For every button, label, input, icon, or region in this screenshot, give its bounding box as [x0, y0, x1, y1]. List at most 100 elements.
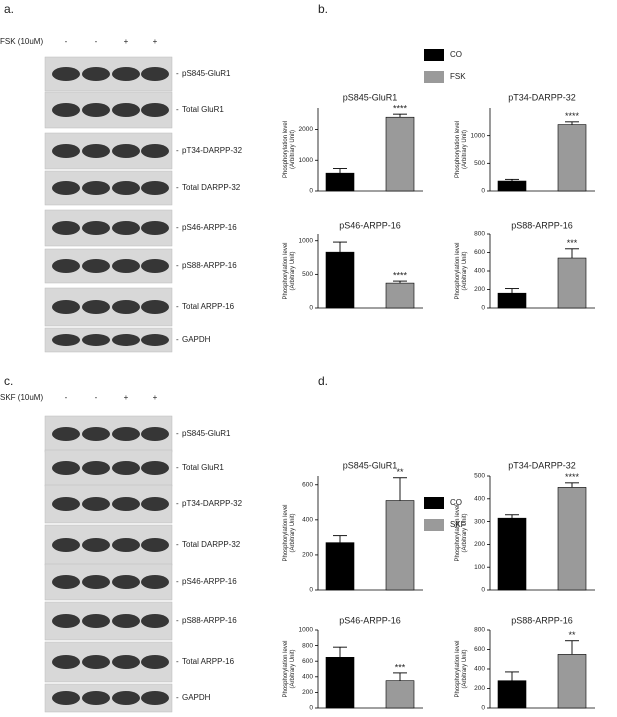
error-bar	[505, 671, 519, 681]
blot-band	[141, 655, 169, 669]
y-tick-label: 600	[302, 481, 313, 488]
panel-label: b.	[318, 2, 328, 16]
blot-dash: -	[176, 499, 179, 508]
lane-label: +	[124, 37, 129, 46]
bar	[385, 116, 415, 192]
chart-title: pS88-ARPP-16	[511, 615, 573, 625]
y-tick-label: 200	[302, 552, 313, 559]
error-bar	[505, 514, 519, 519]
blot-band	[141, 300, 169, 314]
legend-label: CO	[450, 50, 462, 59]
error-bar	[565, 121, 579, 125]
chart-title: pS46-ARPP-16	[339, 220, 401, 230]
significance: ****	[393, 104, 408, 114]
blot-band	[52, 575, 80, 589]
y-tick-label: 600	[474, 646, 485, 653]
chart-title: pS845-GluR1	[343, 460, 398, 470]
significance: ***	[567, 238, 578, 248]
y-axis-label: Phosphorylation level(Arbitrary Unit)	[455, 242, 468, 299]
y-tick-label: 400	[474, 666, 485, 673]
y-axis-label: Phosphorylation level(Arbitrary Unit)	[283, 242, 296, 299]
chart-title: pT34-DARPP-32	[508, 460, 576, 470]
y-tick-label: 0	[309, 305, 313, 312]
y-axis-label: Phosphorylation level(Arbitrary Unit)	[455, 121, 468, 178]
legend-swatch	[424, 71, 444, 83]
blot-band	[112, 427, 140, 441]
blot-band	[82, 334, 110, 346]
y-axis-label: Phosphorylation level(Arbitrary Unit)	[283, 640, 296, 697]
y-tick-label: 600	[474, 249, 485, 256]
y-tick-label: 0	[309, 188, 313, 195]
blot-band	[82, 144, 110, 158]
panel-label: a.	[4, 2, 14, 16]
blot-band	[52, 614, 80, 628]
y-axis-label-line: (Arbitrary Unit)	[462, 649, 468, 688]
y-axis-label-line: Phosphorylation level	[455, 242, 461, 299]
y-tick-label: 1000	[471, 132, 486, 139]
y-axis-label: Phosphorylation level(Arbitrary Unit)	[455, 504, 468, 561]
blot-band	[112, 334, 140, 346]
y-tick-label: 0	[309, 587, 313, 594]
blot-band	[141, 614, 169, 628]
bar	[385, 500, 415, 591]
blot-band	[112, 461, 140, 475]
blot-band	[112, 538, 140, 552]
blot-band	[112, 144, 140, 158]
blot-band	[52, 497, 80, 511]
y-tick-label: 500	[302, 271, 313, 278]
error-bar	[333, 241, 347, 253]
error-bar	[565, 248, 579, 259]
blot-band	[112, 221, 140, 235]
legend-swatch	[424, 497, 444, 509]
bar	[325, 656, 355, 709]
blot-label: Total DARPP-32	[182, 540, 241, 549]
blot-band	[52, 144, 80, 158]
blot-band	[112, 614, 140, 628]
blot-band	[141, 427, 169, 441]
y-tick-label: 1000	[299, 627, 314, 634]
treatment-label: FSK (10uM)	[0, 37, 43, 46]
y-axis-label-line: (Arbitrary Unit)	[462, 130, 468, 169]
bar	[325, 251, 355, 309]
blot-label: pS46-ARPP-16	[182, 577, 237, 586]
blot-band	[52, 221, 80, 235]
blot-band	[141, 334, 169, 346]
blot-dash: -	[176, 693, 179, 702]
blot-band	[141, 461, 169, 475]
y-tick-label: 200	[302, 689, 313, 696]
blot-band	[52, 300, 80, 314]
y-tick-label: 0	[481, 305, 485, 312]
blot-band	[112, 655, 140, 669]
y-tick-label: 1000	[299, 237, 314, 244]
blot-label: Total ARPP-16	[182, 302, 235, 311]
blot-dash: -	[176, 146, 179, 155]
error-bar	[333, 168, 347, 174]
blot-band	[82, 538, 110, 552]
bar	[557, 487, 587, 591]
blot-band	[141, 67, 169, 81]
y-axis-label: Phosphorylation level(Arbitrary Unit)	[283, 121, 296, 178]
blot-label: pT34-DARPP-32	[182, 499, 243, 508]
bar	[557, 654, 587, 709]
blot-label: Total GluR1	[182, 105, 224, 114]
blot-dash: -	[176, 577, 179, 586]
lane-label: +	[153, 37, 158, 46]
y-axis-label: Phosphorylation level(Arbitrary Unit)	[283, 504, 296, 561]
blot-band	[141, 497, 169, 511]
blot-band	[112, 67, 140, 81]
blot-band	[52, 334, 80, 346]
blot-dash: -	[176, 657, 179, 666]
blot-band	[141, 181, 169, 195]
legend-swatch	[424, 49, 444, 61]
y-tick-label: 200	[474, 541, 485, 548]
bar	[325, 542, 355, 591]
y-axis-label: Phosphorylation level(Arbitrary Unit)	[455, 640, 468, 697]
blot-dash: -	[176, 335, 179, 344]
significance: ***	[395, 662, 406, 672]
blot-label: GAPDH	[182, 335, 211, 344]
legend-label: FSK	[450, 72, 466, 81]
y-axis-label-line: Phosphorylation level	[455, 504, 461, 561]
error-bar	[393, 477, 407, 501]
blot-band	[112, 497, 140, 511]
blot-dash: -	[176, 302, 179, 311]
